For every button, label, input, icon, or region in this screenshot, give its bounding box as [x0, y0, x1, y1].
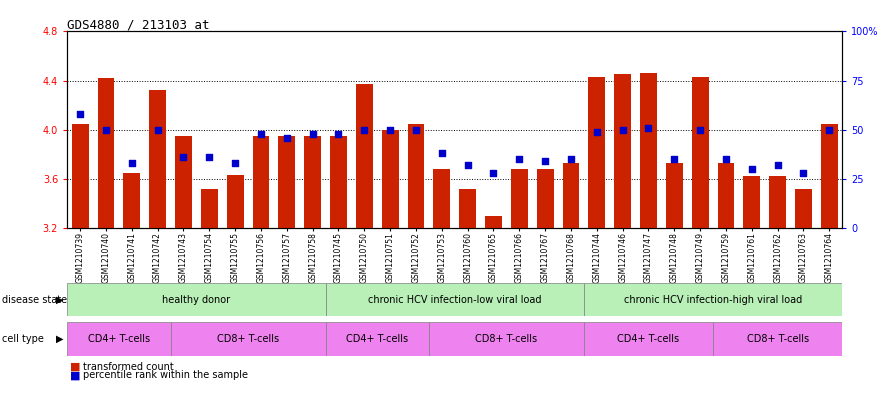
- Point: [461, 162, 475, 168]
- Bar: [356, 84, 373, 228]
- Point: [435, 150, 449, 156]
- Text: transformed count: transformed count: [83, 362, 174, 372]
- Bar: [563, 163, 580, 228]
- Text: CD4+ T-cells: CD4+ T-cells: [346, 334, 409, 344]
- Point: [228, 160, 242, 166]
- Bar: [201, 189, 218, 228]
- Text: ▶: ▶: [56, 295, 64, 305]
- Point: [332, 130, 346, 137]
- Bar: [382, 130, 399, 228]
- Bar: [279, 136, 295, 228]
- Text: disease state: disease state: [2, 295, 67, 305]
- Point: [564, 156, 578, 162]
- Text: cell type: cell type: [2, 334, 44, 344]
- Bar: [175, 136, 192, 228]
- Point: [538, 158, 552, 164]
- Point: [642, 125, 656, 131]
- Bar: [408, 123, 425, 228]
- Bar: [253, 136, 270, 228]
- Point: [771, 162, 785, 168]
- Point: [590, 129, 604, 135]
- Bar: [227, 175, 244, 228]
- Bar: [511, 169, 528, 228]
- Text: ▶: ▶: [56, 334, 64, 344]
- Bar: [821, 123, 838, 228]
- Bar: [67, 322, 170, 356]
- Point: [693, 127, 707, 133]
- Point: [616, 127, 630, 133]
- Point: [823, 127, 837, 133]
- Bar: [98, 78, 115, 228]
- Point: [99, 127, 113, 133]
- Bar: [485, 216, 502, 228]
- Text: CD8+ T-cells: CD8+ T-cells: [746, 334, 809, 344]
- Bar: [325, 322, 429, 356]
- Point: [513, 156, 527, 162]
- Bar: [713, 322, 842, 356]
- Text: chronic HCV infection-low viral load: chronic HCV infection-low viral load: [368, 295, 541, 305]
- Bar: [325, 283, 584, 316]
- Bar: [460, 189, 476, 228]
- Point: [383, 127, 397, 133]
- Text: chronic HCV infection-high viral load: chronic HCV infection-high viral load: [624, 295, 802, 305]
- Text: ■: ■: [70, 362, 81, 372]
- Text: healthy donor: healthy donor: [162, 295, 230, 305]
- Point: [745, 166, 759, 172]
- Point: [719, 156, 733, 162]
- Point: [125, 160, 139, 166]
- Point: [409, 127, 423, 133]
- Text: percentile rank within the sample: percentile rank within the sample: [83, 370, 248, 380]
- Bar: [692, 77, 709, 228]
- Bar: [640, 73, 657, 228]
- Text: GDS4880 / 213103_at: GDS4880 / 213103_at: [67, 18, 210, 31]
- Bar: [67, 283, 325, 316]
- Bar: [124, 173, 140, 228]
- Point: [797, 170, 811, 176]
- Point: [668, 156, 682, 162]
- Text: CD8+ T-cells: CD8+ T-cells: [475, 334, 538, 344]
- Point: [177, 154, 191, 160]
- Point: [306, 130, 320, 137]
- Bar: [150, 90, 166, 228]
- Bar: [795, 189, 812, 228]
- Point: [151, 127, 165, 133]
- Point: [73, 111, 87, 117]
- Bar: [72, 123, 89, 228]
- Bar: [305, 136, 321, 228]
- Bar: [615, 74, 631, 228]
- Point: [280, 134, 294, 141]
- Bar: [584, 283, 842, 316]
- Bar: [434, 169, 450, 228]
- Bar: [718, 163, 735, 228]
- Point: [487, 170, 501, 176]
- Bar: [584, 322, 713, 356]
- Bar: [170, 322, 325, 356]
- Bar: [744, 176, 760, 228]
- Text: CD8+ T-cells: CD8+ T-cells: [217, 334, 280, 344]
- Bar: [770, 176, 786, 228]
- Bar: [330, 136, 347, 228]
- Text: CD4+ T-cells: CD4+ T-cells: [88, 334, 150, 344]
- Bar: [589, 77, 605, 228]
- Bar: [537, 169, 554, 228]
- Bar: [429, 322, 584, 356]
- Point: [254, 130, 268, 137]
- Text: CD4+ T-cells: CD4+ T-cells: [617, 334, 679, 344]
- Point: [202, 154, 217, 160]
- Text: ■: ■: [70, 370, 81, 380]
- Point: [358, 127, 372, 133]
- Bar: [666, 163, 683, 228]
